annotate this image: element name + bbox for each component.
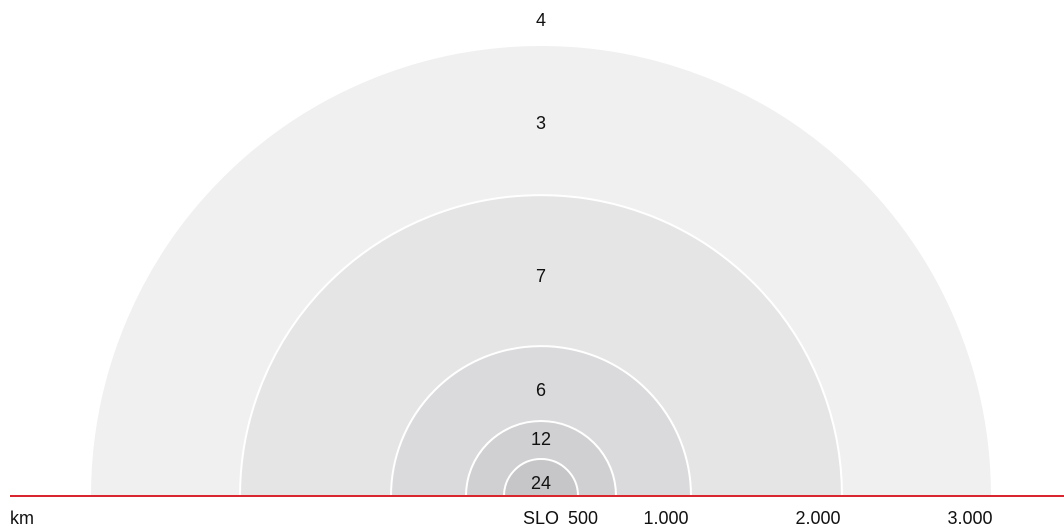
zone-label: 3 bbox=[536, 113, 546, 133]
unit-label: km bbox=[10, 508, 34, 528]
rings bbox=[88, 44, 994, 497]
zone-label: 7 bbox=[536, 266, 546, 286]
origin-label: SLO bbox=[523, 508, 559, 528]
distance-label: 1.000 bbox=[643, 508, 688, 528]
ring bbox=[502, 458, 580, 497]
zone-label: 4 bbox=[536, 10, 546, 30]
distance-label: 3.000 bbox=[947, 508, 992, 528]
zone-label: 12 bbox=[531, 429, 551, 449]
distance-label: 500 bbox=[568, 508, 598, 528]
zone-label: 6 bbox=[536, 380, 546, 400]
zone-label: 24 bbox=[531, 473, 551, 493]
distance-label: 2.000 bbox=[795, 508, 840, 528]
